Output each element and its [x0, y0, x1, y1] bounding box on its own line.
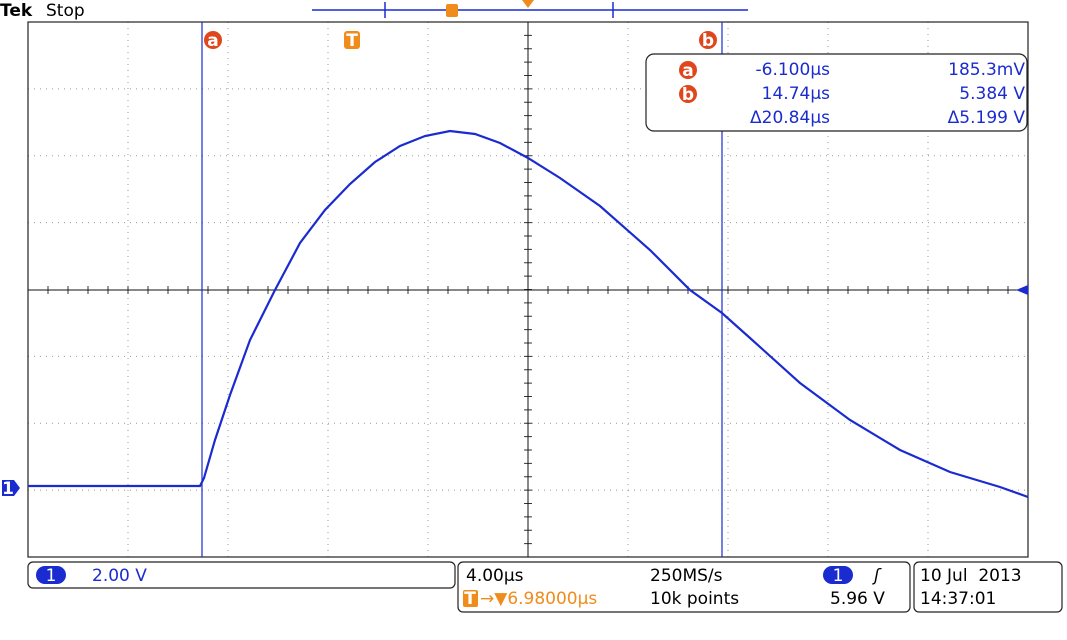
record-length: 10k points — [650, 589, 739, 609]
cursor-a-label: a — [207, 31, 218, 51]
readout-voltage: Δ5.199 V — [948, 108, 1026, 128]
readout-badge — [679, 85, 697, 103]
trigger-pos-badge — [463, 590, 478, 607]
record-bar — [312, 2, 748, 18]
channel-badge — [36, 566, 66, 584]
ground-label: 1 — [2, 479, 14, 499]
ground-marker — [2, 480, 20, 496]
waveform — [28, 129, 1029, 499]
trigger-arrow — [522, 0, 534, 8]
readout-voltage: 185.3mV — [948, 60, 1025, 80]
status: Stop — [46, 1, 85, 21]
readout-voltage: 5.384 V — [959, 84, 1025, 104]
trigger-badge — [344, 31, 360, 49]
readout-box — [645, 53, 1028, 132]
vertical-box — [27, 561, 456, 589]
trigger-source: 1 — [833, 566, 844, 586]
cursor-b-badge — [699, 31, 717, 49]
horizontal-box — [457, 561, 911, 613]
ref-marker — [1016, 285, 1028, 295]
brand: Tek — [0, 1, 33, 21]
time: 14:37:01 — [920, 589, 996, 609]
readout: a -6.100µs 185.3mV b 14.74µs 5.384 V Δ20.84µs Δ… — [679, 60, 1025, 128]
sample-rate: 250MS/s — [650, 566, 723, 586]
date: 10 Jul 2013 — [920, 566, 1022, 586]
cursor-a-badge — [204, 31, 222, 49]
timebase: 4.00µs — [466, 566, 524, 586]
trigger-pos-icon — [446, 4, 458, 17]
readout-time: 14.74µs — [762, 84, 830, 104]
trigger-position: →▼6.98000µs — [480, 589, 597, 609]
trigger-source-badge — [823, 566, 853, 584]
trigger-label: T — [346, 31, 358, 51]
readout-marker: b — [682, 85, 694, 105]
readout-badge — [679, 61, 697, 79]
cursor-b-label: b — [702, 31, 714, 51]
date-box — [913, 561, 1063, 613]
readout-time: -6.100µs — [756, 60, 831, 80]
readout-marker: a — [682, 61, 693, 81]
trigger-level: 5.96 V — [830, 589, 885, 609]
trigger-slope: ʃ — [872, 566, 882, 586]
readout-time: Δ20.84µs — [750, 108, 830, 128]
channel-label: 1 — [46, 566, 57, 586]
trigger-pos-icon-label: T — [464, 589, 476, 609]
vertical-scale: 2.00 V — [92, 566, 147, 586]
